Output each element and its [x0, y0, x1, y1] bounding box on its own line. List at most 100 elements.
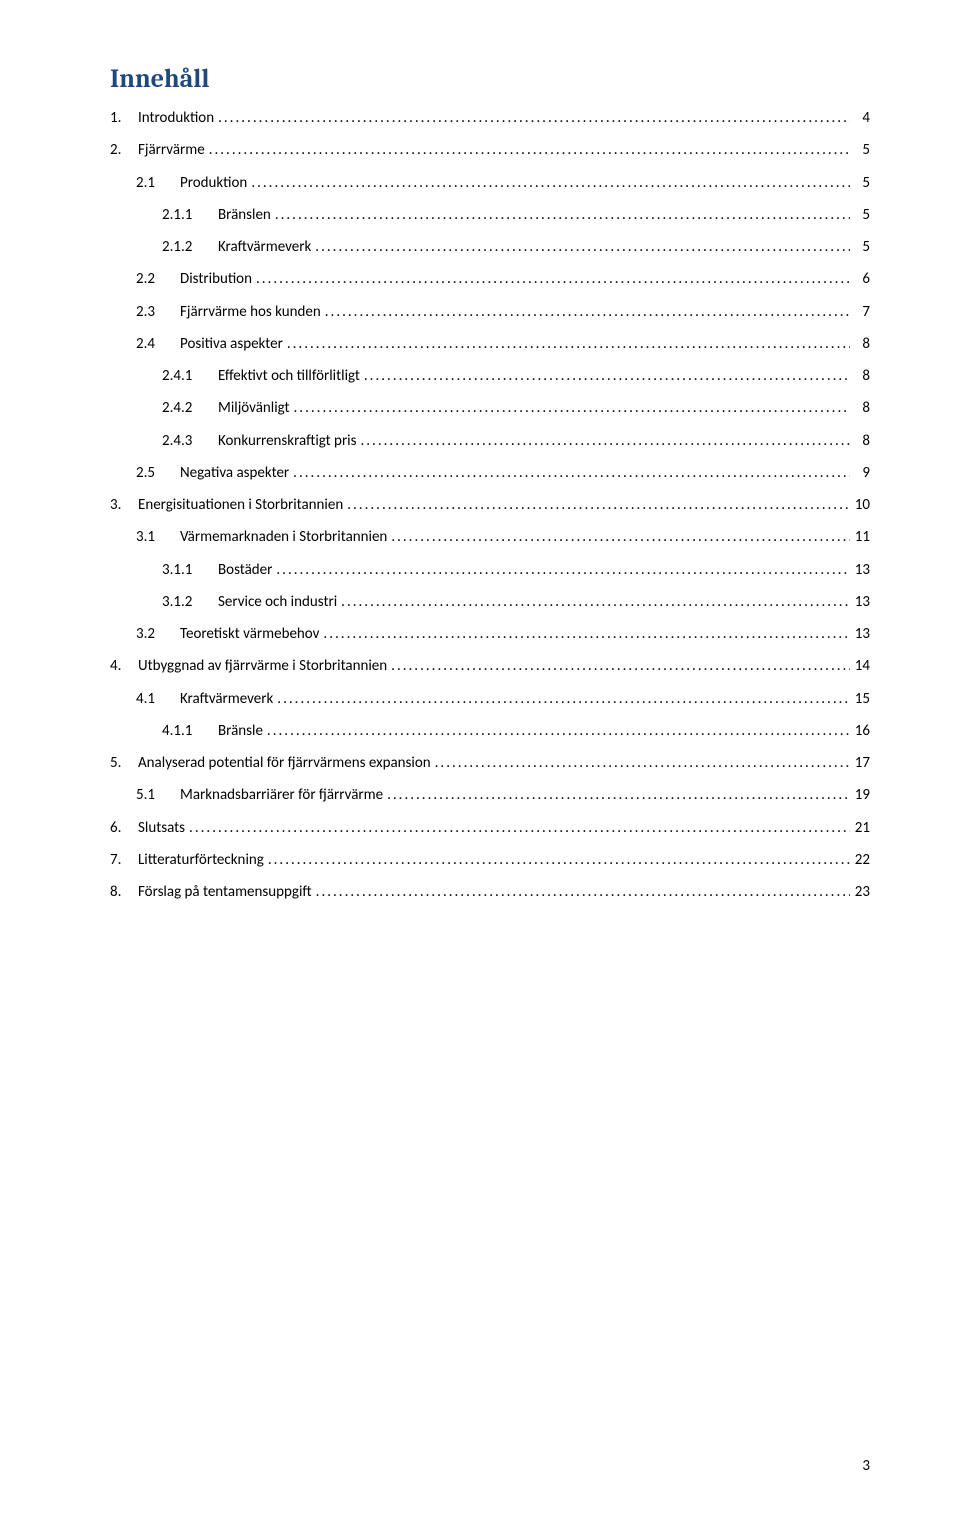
toc-entry-page: 5	[850, 173, 870, 193]
toc-entry-page: 5	[850, 205, 870, 225]
toc-entry-number: 3.1	[136, 527, 180, 547]
toc-entry-number: 5.	[110, 753, 138, 773]
toc-entry-label: Fjärrvärme	[138, 140, 205, 160]
toc-entry[interactable]: 2.4Positiva aspekter 8	[110, 334, 870, 354]
toc-entry-number: 3.1.2	[162, 592, 218, 612]
toc-entry-label: Slutsats	[138, 818, 185, 838]
toc-entry-page: 17	[850, 753, 870, 773]
toc-leader-dots	[247, 173, 850, 193]
toc-entry[interactable]: 4.1Kraftvärmeverk 15	[110, 689, 870, 709]
page-number: 3	[862, 1457, 870, 1475]
toc-entry-number: 2.4.1	[162, 366, 218, 386]
toc-entry-label: Positiva aspekter	[180, 334, 283, 354]
toc-entry-number: 2.2	[136, 269, 180, 289]
toc-leader-dots	[337, 592, 850, 612]
toc-entry[interactable]: 2.1Produktion5	[110, 173, 870, 193]
toc-leader-dots	[214, 108, 850, 128]
toc-entry-page: 21	[850, 818, 870, 838]
toc-entry-number: 7.	[110, 850, 138, 870]
toc-entry-page: 7	[850, 302, 870, 322]
toc-entry[interactable]: 2.1.1Bränslen5	[110, 205, 870, 225]
toc-leader-dots	[185, 818, 850, 838]
toc-entry-page: 13	[850, 624, 870, 644]
toc-leader-dots	[311, 237, 850, 257]
toc-entry-page: 8	[850, 366, 870, 386]
toc-entry[interactable]: 1.Introduktion4	[110, 108, 870, 128]
toc-entry-page: 6	[850, 269, 870, 289]
toc-entry-number: 6.	[110, 818, 138, 838]
toc-leader-dots	[387, 656, 850, 676]
toc-entry[interactable]: 3.1.2Service och industri13	[110, 592, 870, 612]
toc-entry-label: Energisituationen i Storbritannien	[138, 495, 343, 515]
toc-entry[interactable]: 2.4.2Miljövänligt8	[110, 398, 870, 418]
toc-entry-number: 4.1.1	[162, 721, 218, 741]
toc-entry-page: 19	[850, 785, 870, 805]
toc-entry[interactable]: 3.2Teoretiskt värmebehov 13	[110, 624, 870, 644]
toc-entry[interactable]: 2.Fjärrvärme 5	[110, 140, 870, 160]
toc-entry[interactable]: 4.1.1Bränsle16	[110, 721, 870, 741]
toc-entry-page: 8	[850, 398, 870, 418]
toc-entry-page: 5	[850, 237, 870, 257]
toc-entry-label: Kraftvärmeverk	[180, 689, 273, 709]
toc-leader-dots	[312, 882, 850, 902]
toc-entry[interactable]: 3.1Värmemarknaden i Storbritannien 11	[110, 527, 870, 547]
toc-entry-label: Konkurrenskraftigt pris	[218, 431, 356, 451]
toc-leader-dots	[387, 527, 850, 547]
toc-entry[interactable]: 4.Utbyggnad av fjärrvärme i Storbritanni…	[110, 656, 870, 676]
toc-entry-label: Marknadsbarriärer för fjärrvärme	[180, 785, 383, 805]
toc-entry-label: Bränslen	[218, 205, 271, 225]
toc-entry-number: 2.3	[136, 302, 180, 322]
toc-leader-dots	[252, 269, 850, 289]
toc-entry-label: Distribution	[180, 269, 252, 289]
toc-entry-page: 5	[850, 140, 870, 160]
toc-leader-dots	[283, 334, 850, 354]
toc-entry-number: 2.4.3	[162, 431, 218, 451]
toc-entry-page: 9	[850, 463, 870, 483]
toc-entry[interactable]: 8.Förslag på tentamensuppgift23	[110, 882, 870, 902]
toc-leader-dots	[290, 398, 850, 418]
toc-entry-number: 5.1	[136, 785, 180, 805]
toc-entry[interactable]: 7.Litteraturförteckning 22	[110, 850, 870, 870]
toc-entry[interactable]: 2.5Negativa aspekter9	[110, 463, 870, 483]
toc-entry-number: 1.	[110, 108, 138, 128]
toc-entry-label: Värmemarknaden i Storbritannien	[180, 527, 387, 547]
toc-entry-number: 3.2	[136, 624, 180, 644]
toc-entry-label: Introduktion	[138, 108, 214, 128]
toc-entry-page: 22	[850, 850, 870, 870]
toc-entry-page: 8	[850, 431, 870, 451]
toc-entry[interactable]: 3.Energisituationen i Storbritannien10	[110, 495, 870, 515]
toc-leader-dots	[272, 560, 850, 580]
toc-entry-number: 2.1	[136, 173, 180, 193]
toc-entry[interactable]: 5.Analyserad potential för fjärrvärmens …	[110, 753, 870, 773]
toc-entry[interactable]: 5.1Marknadsbarriärer för fjärrvärme 19	[110, 785, 870, 805]
toc-entry-number: 2.4	[136, 334, 180, 354]
toc-leader-dots	[263, 721, 850, 741]
toc-entry-label: Förslag på tentamensuppgift	[138, 882, 312, 902]
toc-entry-label: Bränsle	[218, 721, 263, 741]
toc-entry-label: Analyserad potential för fjärrvärmens ex…	[138, 753, 431, 773]
toc-entry[interactable]: 2.1.2Kraftvärmeverk5	[110, 237, 870, 257]
toc-entry-label: Kraftvärmeverk	[218, 237, 311, 257]
toc-entry-page: 23	[850, 882, 870, 902]
toc-entry[interactable]: 2.3Fjärrvärme hos kunden7	[110, 302, 870, 322]
toc-leader-dots	[383, 785, 850, 805]
toc-entry[interactable]: 3.1.1Bostäder13	[110, 560, 870, 580]
toc-leader-dots	[360, 366, 850, 386]
toc-entry-number: 3.1.1	[162, 560, 218, 580]
toc-entry-label: Teoretiskt värmebehov	[180, 624, 319, 644]
toc-entry[interactable]: 6.Slutsats 21	[110, 818, 870, 838]
toc-entry-number: 4.1	[136, 689, 180, 709]
toc-entry-page: 11	[850, 527, 870, 547]
toc-entry-number: 2.5	[136, 463, 180, 483]
toc-entry[interactable]: 2.2Distribution 6	[110, 269, 870, 289]
toc-entry[interactable]: 2.4.3Konkurrenskraftigt pris 8	[110, 431, 870, 451]
toc-entry[interactable]: 2.4.1Effektivt och tillförlitligt8	[110, 366, 870, 386]
toc-leader-dots	[271, 205, 850, 225]
toc-leader-dots	[321, 302, 850, 322]
toc-entry-page: 13	[850, 592, 870, 612]
toc-entry-page: 8	[850, 334, 870, 354]
toc-entry-label: Litteraturförteckning	[138, 850, 264, 870]
toc-entry-number: 2.	[110, 140, 138, 160]
toc-leader-dots	[356, 431, 850, 451]
toc-entry-page: 15	[850, 689, 870, 709]
